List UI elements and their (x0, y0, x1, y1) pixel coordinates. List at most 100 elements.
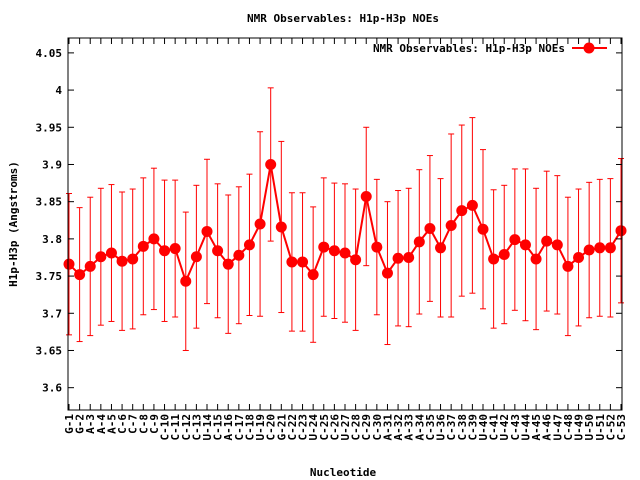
legend: NMR Observables: H1p-H3p NOEs (373, 42, 607, 55)
data-point (509, 234, 521, 246)
data-point (456, 205, 468, 217)
x-tick-label: C-18 (243, 414, 256, 441)
data-point (84, 260, 96, 272)
x-tick-label: U-24 (307, 414, 320, 441)
x-tick-label: U-40 (477, 414, 490, 441)
x-tick-label: C-23 (297, 414, 310, 441)
data-point (488, 253, 500, 265)
y-axis: 3.6 3.65 3.7 3.75 3.8 3.85 3.9 3.95 4 4.05 (36, 47, 622, 395)
x-tick-label: C-39 (466, 414, 479, 441)
data-point (392, 252, 404, 264)
data-point (74, 269, 86, 281)
data-point (222, 258, 234, 270)
legend-marker-sample (583, 42, 595, 54)
data-point (424, 222, 436, 234)
x-tick-label: C-53 (615, 414, 628, 441)
data-point (413, 236, 425, 248)
y-tick-label: 3.9 (42, 158, 62, 171)
y-tick-label: 4 (55, 84, 62, 97)
x-tick-label: U-49 (573, 414, 586, 441)
data-point (583, 244, 595, 256)
x-tick-label: A-5 (105, 414, 118, 434)
x-tick-label: C-29 (360, 414, 373, 441)
x-tick-label: C-52 (604, 414, 617, 441)
x-tick-label: G-1 (63, 414, 76, 434)
x-tick-label: U-51 (594, 414, 607, 441)
x-tick-label: C-28 (350, 414, 363, 441)
data-point (551, 239, 563, 251)
y-tick-label: 3.85 (36, 196, 63, 209)
x-tick-label: G-21 (275, 414, 288, 441)
data-point (286, 256, 298, 268)
data-point (573, 251, 585, 263)
x-tick-label: U-19 (254, 414, 267, 441)
x-tick-label: C-35 (424, 414, 437, 441)
x-tick-label: C-37 (445, 414, 458, 441)
x-tick-label: C-48 (562, 414, 575, 441)
data-point (594, 242, 606, 254)
data-point (169, 243, 181, 255)
x-tick-label: C-13 (190, 414, 203, 441)
y-tick-label: 3.65 (36, 344, 63, 357)
data-point (116, 255, 128, 267)
x-tick-label: C-8 (137, 414, 150, 434)
x-axis: G-1G-2A-3A-4A-5C-6C-7C-8C-9C-10C-11C-12C… (63, 38, 628, 441)
x-axis-label: Nucleotide (310, 466, 377, 479)
data-point (328, 245, 340, 257)
x-tick-label: A-34 (413, 414, 426, 441)
x-tick-label: A-46 (541, 414, 554, 441)
x-tick-label: U-27 (339, 414, 352, 441)
legend-label: NMR Observables: H1p-H3p NOEs (373, 42, 565, 55)
data-point (381, 267, 393, 279)
data-point (307, 269, 319, 281)
x-tick-label: C-26 (328, 414, 341, 441)
data-point (466, 199, 478, 211)
data-point (318, 241, 330, 253)
data-point (498, 249, 510, 261)
data-point (371, 241, 383, 253)
y-tick-label: 3.7 (42, 307, 62, 320)
data-point (615, 225, 627, 237)
x-tick-label: C-30 (371, 414, 384, 441)
x-tick-label: C-38 (456, 414, 469, 441)
data-point (519, 239, 531, 251)
data-point (233, 249, 245, 261)
x-tick-label: A-33 (403, 414, 416, 441)
y-tick-label: 3.6 (42, 382, 62, 395)
x-tick-label: C-20 (265, 414, 278, 441)
chart-title: NMR Observables: H1p-H3p NOEs (247, 12, 439, 25)
x-tick-label: A-45 (530, 414, 543, 441)
data-point (360, 190, 372, 202)
x-tick-label: A-31 (381, 414, 394, 441)
data-point (265, 158, 277, 170)
data-point (562, 260, 574, 272)
y-tick-label: 3.8 (42, 233, 62, 246)
data-point (604, 242, 616, 254)
x-tick-label: C-6 (116, 414, 129, 434)
x-tick-label: U-14 (201, 414, 214, 441)
data-point (339, 247, 351, 259)
x-tick-label: C-11 (169, 414, 182, 441)
x-tick-label: C-22 (286, 414, 299, 441)
y-tick-label: 3.75 (36, 270, 63, 283)
y-tick-label: 4.05 (36, 47, 63, 60)
data-point (148, 233, 160, 245)
data-point (403, 251, 415, 263)
x-tick-label: G-2 (74, 414, 87, 434)
x-tick-label: U-50 (583, 414, 596, 441)
x-tick-label: C-12 (180, 414, 193, 441)
data-point (212, 245, 224, 257)
x-tick-label: U-44 (519, 414, 532, 441)
data-point (190, 251, 202, 263)
x-tick-label: A-32 (392, 414, 405, 441)
x-tick-label: C-17 (233, 414, 246, 441)
x-tick-label: A-3 (84, 414, 97, 434)
x-tick-label: C-9 (148, 414, 161, 434)
x-tick-label: U-36 (435, 414, 448, 441)
data-point (275, 221, 287, 233)
x-tick-label: A-4 (95, 414, 108, 434)
data-point (137, 240, 149, 252)
x-tick-label: C-7 (127, 414, 140, 434)
y-tick-label: 3.95 (36, 121, 63, 134)
